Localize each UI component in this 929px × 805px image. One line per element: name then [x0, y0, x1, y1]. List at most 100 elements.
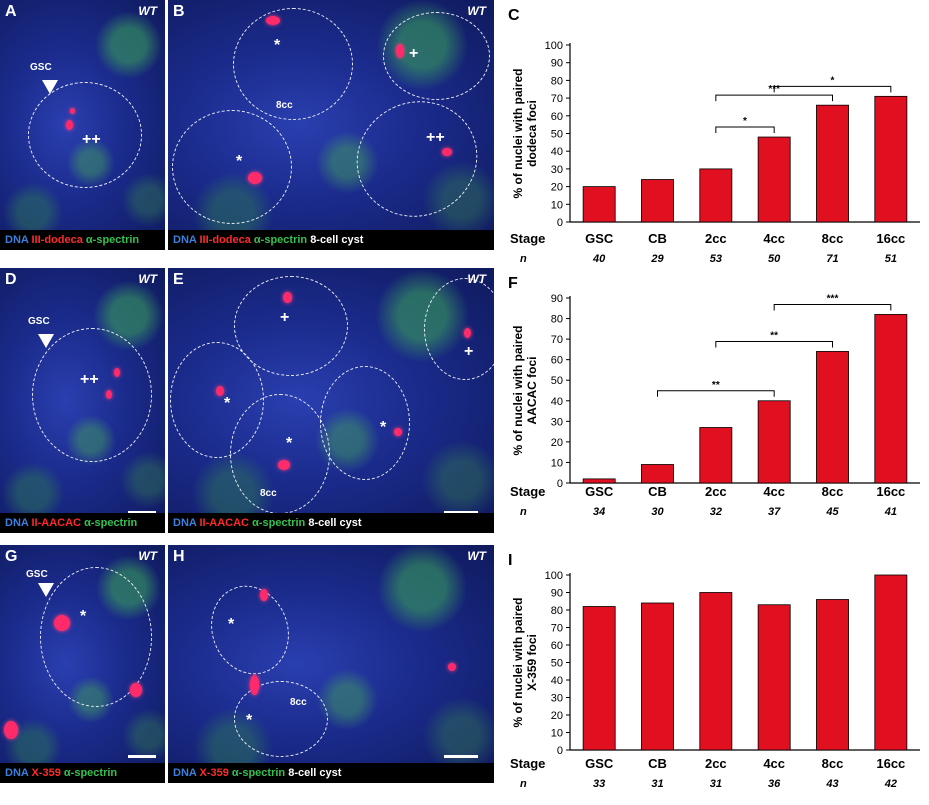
significance-bracket [773, 85, 892, 93]
caption-spectrin: α-spectrin [253, 234, 308, 246]
pairing-mark: ++ [80, 371, 99, 388]
n-value-label: 34 [593, 506, 605, 518]
n-value-label: 51 [885, 253, 897, 265]
fish-focus [114, 368, 120, 377]
nucleus-outline [234, 276, 348, 376]
significance-label: ** [712, 380, 720, 391]
pairing-mark: * [380, 419, 387, 436]
caption-probe: X-359 [199, 767, 229, 779]
bar [874, 314, 908, 484]
bar [699, 427, 733, 484]
caption-probe: II-AACAC [199, 517, 250, 529]
bar [582, 186, 616, 223]
bar [757, 136, 791, 223]
panel-letter: G [5, 548, 18, 565]
panel-letter: D [5, 271, 17, 288]
bar [641, 179, 674, 223]
y-tick-label: 50 [551, 658, 563, 670]
n-value-label: 42 [884, 778, 897, 790]
nucleus-outline [233, 8, 353, 120]
y-tick-label: 40 [551, 675, 563, 687]
channel-caption: DNA II-AACAC α-spectrin [0, 513, 165, 533]
caption-spectrin: α-spectrin [84, 517, 138, 529]
gsc-label: GSC [26, 569, 48, 580]
pairing-mark: ++ [82, 131, 101, 148]
fish-focus [260, 589, 268, 601]
cyst-stage-label: 8cc [290, 697, 307, 708]
y-axis-label: % of nuclei with paireddodeca foci [511, 68, 539, 198]
bar [757, 400, 791, 484]
n-value-label: 32 [710, 506, 722, 518]
y-tick-label: 0 [557, 745, 563, 757]
bar [699, 168, 733, 223]
y-tick-label: 60 [551, 640, 563, 652]
x-tick-label: 4cc [763, 231, 785, 246]
nucleus-outline [32, 328, 152, 462]
y-tick-label: 20 [551, 710, 563, 722]
x-tick-label: 4cc [763, 484, 785, 499]
channel-caption: DNA III-dodeca α-spectrin [0, 230, 165, 250]
fish-focus [216, 386, 224, 396]
n-value-label: 37 [768, 506, 781, 518]
bar [582, 606, 616, 751]
bar-chart-c: C 0 10 20 30 40 50 60 70 80 90 100 % of nuclei with … [508, 7, 920, 265]
caption-cyst: 8-cell cyst [308, 517, 362, 529]
y-tick-label: 30 [551, 164, 563, 176]
n-value-label: 41 [884, 506, 897, 518]
caption-dna: DNA [173, 234, 197, 246]
scale-bar [128, 511, 156, 514]
nucleus-outline [320, 366, 410, 480]
y-tick-label: 70 [551, 93, 563, 105]
micrograph-panel-g: G WT GSC * DNA X-359 α-spectrin [0, 545, 165, 783]
micrograph-panel-e: E WT + * * * + 8cc DNA II-AACAC α-spectr… [168, 268, 494, 533]
caption-cyst: 8-cell cyst [288, 767, 342, 779]
fish-focus [248, 172, 262, 184]
nucleus-outline [40, 567, 152, 707]
panel-letter: I [508, 552, 512, 569]
significance-label: *** [827, 293, 839, 304]
y-axis-label: % of nuclei with pairedX-359 foci [511, 597, 539, 727]
y-tick-label: 10 [551, 728, 563, 740]
x-tick-label: CB [648, 231, 667, 246]
y-tick-label: 100 [545, 570, 563, 582]
significance-bracket [773, 303, 892, 311]
nucleus-outline [234, 681, 328, 757]
y-tick-label: 40 [551, 146, 563, 158]
fish-focus [278, 460, 290, 470]
caption-spectrin: α-spectrin [85, 234, 140, 246]
cyst-stage-label: 8cc [260, 488, 277, 499]
nucleus-outline [424, 278, 494, 380]
y-tick-label: 60 [551, 355, 563, 367]
n-value-label: 30 [651, 506, 664, 518]
stage-row-label: Stage [510, 231, 545, 246]
n-value-label: 45 [825, 506, 839, 518]
channel-caption: DNA X-359 α-spectrin 8-cell cyst [168, 763, 494, 783]
fish-focus [70, 108, 75, 114]
x-tick-label: 8cc [822, 231, 844, 246]
gsc-arrowhead [38, 334, 54, 348]
micrograph-panel-a: A WT GSC ++ DNA III-dodeca α-spectrin [0, 0, 165, 250]
x-tick-label: 2cc [705, 231, 727, 246]
chart-panel-f: F 0 10 20 30 40 50 60 70 80 90 % of nuclei with pai… [500, 268, 929, 533]
caption-probe: III-dodeca [31, 234, 83, 246]
x-tick-label: 8cc [822, 756, 844, 771]
y-tick-label: 10 [551, 457, 563, 469]
chart-panel-i: I 0 10 20 30 40 50 60 70 80 90 100 % of nuclei with … [500, 545, 929, 800]
pairing-mark: * [246, 712, 253, 729]
gsc-arrowhead [38, 583, 54, 597]
panel-letter: E [173, 271, 184, 288]
y-tick-label: 0 [557, 478, 563, 490]
fish-focus [394, 428, 402, 436]
bar [641, 602, 674, 751]
y-tick-label: 90 [551, 293, 563, 305]
y-tick-label: 20 [551, 437, 563, 449]
significance-label: ** [770, 330, 778, 341]
micrograph-panel-h: H WT * * 8cc DNA X-359 α-spectrin 8-cell… [168, 545, 494, 783]
y-tick-label: 40 [551, 396, 563, 408]
panel-letter: H [173, 548, 185, 565]
nucleus-outline [172, 110, 292, 224]
n-row-label: n [520, 506, 527, 518]
significance-bracket [715, 94, 833, 102]
pairing-mark: + [409, 45, 419, 62]
x-tick-label: 2cc [705, 484, 727, 499]
